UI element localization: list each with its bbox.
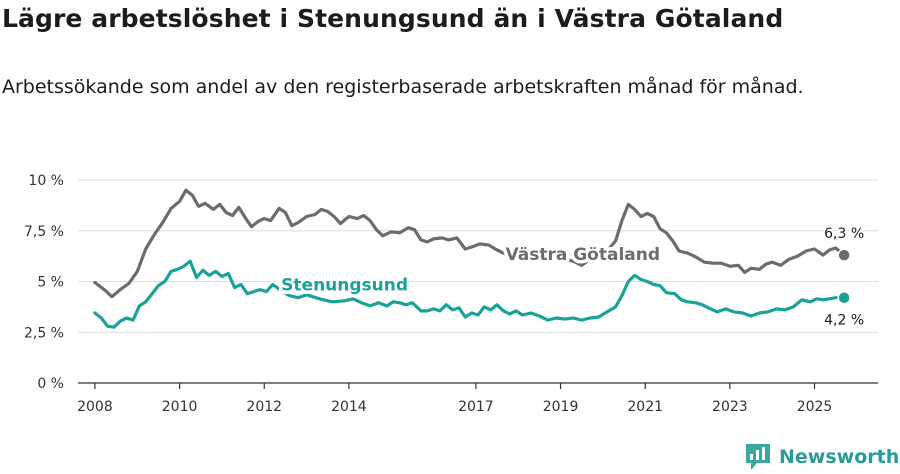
y-tick-label: 5 %	[37, 275, 64, 291]
x-tick-label: 2017	[458, 399, 494, 415]
brand-logo[interactable]: Newsworthy	[745, 442, 900, 472]
chart-title: Lägre arbetslöshet i Stenungsund än i Vä…	[2, 4, 784, 33]
chart-subtitle: Arbetssökande som andel av den registerb…	[2, 76, 804, 98]
series-name-label: Stenungsund	[281, 276, 408, 296]
y-tick-label: 10 %	[28, 173, 64, 189]
x-tick-label: 2023	[712, 399, 748, 415]
series-end-marker	[837, 290, 851, 305]
y-tick-label: 2,5 %	[24, 325, 64, 341]
series-end-value-label: 4,2 %	[824, 313, 864, 329]
series-line-stenungsund	[93, 259, 846, 329]
series-name-label: Västra Götaland	[506, 245, 661, 265]
x-tick-label: 2010	[162, 399, 198, 415]
y-tick-label: 7,5 %	[24, 224, 64, 240]
x-tick-label: 2012	[246, 399, 282, 415]
series-end-value-label: 6,3 %	[824, 226, 864, 242]
series-end-marker	[837, 248, 851, 262]
series-line-vastra-gotaland	[93, 188, 846, 299]
x-tick-label: 2021	[627, 399, 663, 415]
y-tick-label: 0 %	[37, 376, 64, 392]
brand-name: Newsworthy	[779, 446, 900, 468]
x-tick-label: 2008	[77, 399, 113, 415]
x-tick-label: 2014	[331, 399, 367, 415]
x-tick-label: 2025	[797, 399, 833, 415]
newsworthy-logo-icon	[746, 444, 770, 470]
x-tick-label: 2019	[543, 399, 579, 415]
